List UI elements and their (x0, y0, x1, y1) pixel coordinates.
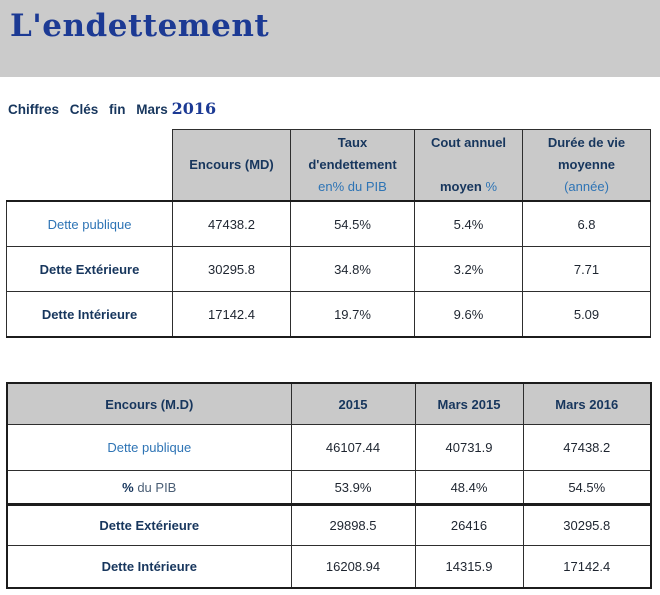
taux-line1: Taux (337, 135, 368, 150)
value-mars-2016: 47438.2 (522, 424, 652, 471)
row-dette-publique: Dette publique 47438.2 54.5% 5.4% 6.8 (6, 200, 651, 247)
cout-line3: moyen % (439, 179, 498, 194)
value-2015: 29898.5 (290, 503, 416, 546)
cout-value: 5.4% (414, 200, 523, 247)
value-2015: 53.9% (290, 470, 416, 505)
col-header-duree: Durée de vie moyenne (année) (522, 129, 651, 202)
encours-header-label: Encours (MD) (189, 157, 274, 172)
value-mars-2015: 40731.9 (414, 424, 524, 471)
subtitle-text: Chiffres Clés fin Mars (8, 102, 168, 117)
duree-value: 5.09 (522, 291, 651, 338)
taux-line2: d'endettement (308, 157, 397, 172)
taux-value: 19.7% (290, 291, 415, 338)
taux-value: 54.5% (290, 200, 415, 247)
col-header-2015: 2015 (290, 382, 416, 425)
cout-value: 9.6% (414, 291, 523, 338)
encours-value: 17142.4 (172, 291, 291, 338)
col-header-mars-2015: Mars 2015 (414, 382, 524, 425)
row-label: Dette Extérieure (6, 503, 292, 546)
key-figures-table: Encours (MD) Taux d'endettement en% du P… (6, 129, 651, 338)
encours-history-header-row: Encours (M.D) 2015 Mars 2015 Mars 2016 (6, 382, 652, 425)
subtitle-year: 2016 (171, 99, 217, 118)
row-label: Dette Extérieure (6, 246, 173, 292)
page-title: L'endettement (10, 8, 270, 44)
value-mars-2015: 14315.9 (414, 545, 524, 589)
value-mars-2016: 30295.8 (522, 503, 652, 546)
col-header-encours-md: Encours (M.D) (6, 382, 292, 425)
empty-corner-cell (6, 129, 173, 201)
duree-value: 7.71 (522, 246, 651, 292)
value-2015: 46107.44 (290, 424, 416, 471)
value-mars-2015: 26416 (414, 503, 524, 546)
col-header-taux: Taux d'endettement en% du PIB (290, 129, 415, 202)
duree-line3: (année) (564, 179, 609, 194)
row-dette-exterieure: Dette Extérieure 29898.5 26416 30295.8 (6, 503, 652, 546)
encours-value: 30295.8 (172, 246, 291, 292)
row-dette-publique: Dette publique 46107.44 40731.9 47438.2 (6, 424, 652, 471)
row-dette-exterieure: Dette Extérieure 30295.8 34.8% 3.2% 7.71 (6, 246, 651, 292)
row-dette-interieure: Dette Intérieure 17142.4 19.7% 9.6% 5.09 (6, 291, 651, 338)
col-header-mars-2016: Mars 2016 (522, 382, 652, 425)
value-mars-2016: 54.5% (522, 470, 652, 505)
value-mars-2015: 48.4% (414, 470, 524, 505)
taux-line3: en% du PIB (318, 179, 387, 194)
row-pct-du-pib: % du PIB 53.9% 48.4% 54.5% (6, 470, 652, 505)
value-2015: 16208.94 (290, 545, 416, 589)
row-label: Dette publique (6, 200, 173, 247)
col-header-encours: Encours (MD) (172, 129, 291, 202)
row-label: Dette Intérieure (6, 545, 292, 589)
duree-value: 6.8 (522, 200, 651, 247)
duree-line2: moyenne (557, 157, 616, 172)
header-band: L'endettement (0, 0, 660, 77)
cout-line1: Cout annuel (430, 135, 507, 150)
encours-value: 47438.2 (172, 200, 291, 247)
row-label: Dette Intérieure (6, 291, 173, 338)
encours-history-table: Encours (M.D) 2015 Mars 2015 Mars 2016 D… (6, 382, 652, 589)
col-header-cout: Cout annuel moyen % (414, 129, 523, 202)
row-label: % du PIB (6, 470, 292, 505)
key-figures-header-row: Encours (MD) Taux d'endettement en% du P… (6, 129, 651, 202)
cout-value: 3.2% (414, 246, 523, 292)
value-mars-2016: 17142.4 (522, 545, 652, 589)
taux-value: 34.8% (290, 246, 415, 292)
row-label: Dette publique (6, 424, 292, 471)
section-subtitle: Chiffres Clés fin Mars 2016 (8, 99, 660, 118)
row-dette-interieure: Dette Intérieure 16208.94 14315.9 17142.… (6, 545, 652, 589)
duree-line1: Durée de vie (547, 135, 626, 150)
